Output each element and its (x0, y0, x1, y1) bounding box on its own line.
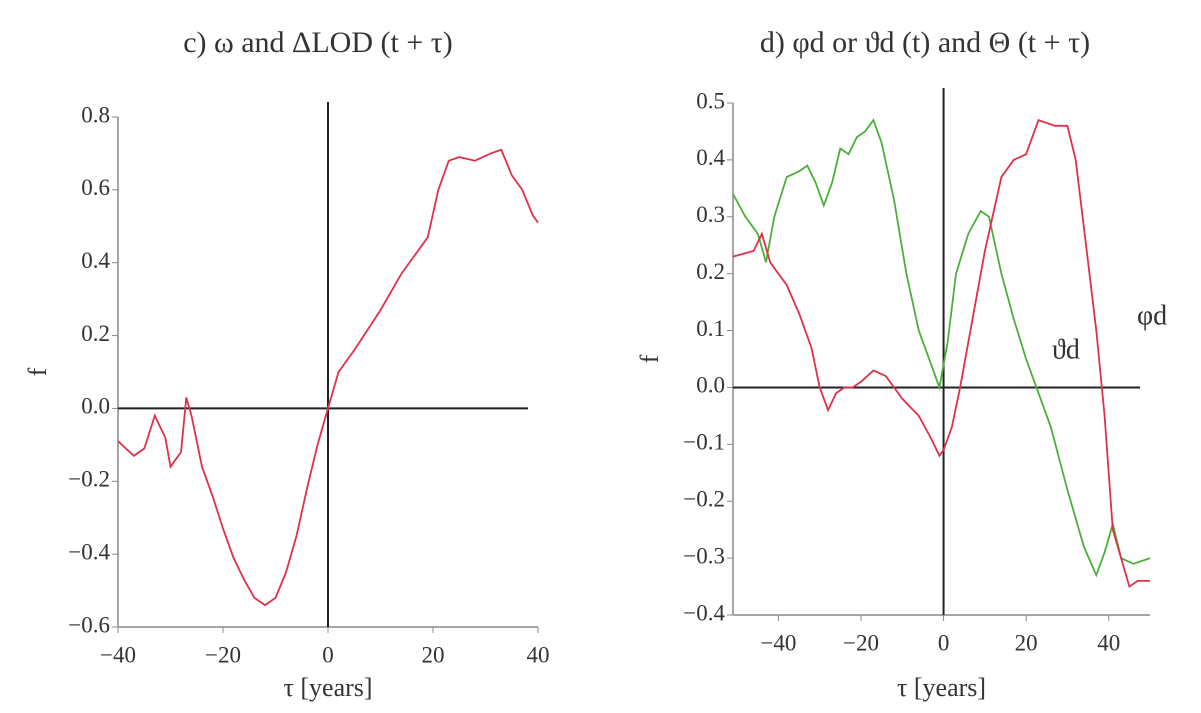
x-axis-label: τ [years] (897, 673, 986, 702)
y-tick-label: −0.1 (683, 430, 725, 455)
chart-title: c) ω and ΔLOD (t + τ) (183, 26, 453, 59)
x-tick-label: 0 (322, 642, 334, 667)
y-tick-label: 0.0 (81, 394, 110, 419)
y-tick-label: 0.5 (696, 88, 725, 113)
y-tick-label: −0.6 (68, 612, 110, 637)
x-tick-label: 20 (422, 642, 445, 667)
y-tick-label: 0.2 (696, 259, 725, 284)
x-tick-label: 20 (1015, 630, 1038, 655)
y-tick-label: 0.1 (696, 316, 725, 341)
x-tick-label: 40 (527, 642, 550, 667)
series-line (732, 118, 1151, 578)
x-tick-label: −40 (100, 642, 136, 667)
x-tick-label: 0 (938, 630, 950, 655)
y-tick-label: −0.4 (68, 539, 110, 564)
y-tick-label: −0.3 (683, 543, 725, 568)
series-line (117, 148, 539, 607)
series-label: φd (1137, 300, 1167, 331)
y-tick-label: −0.4 (683, 600, 725, 625)
x-axis-label: τ [years] (283, 673, 372, 702)
y-tick-label: 0.2 (81, 321, 110, 346)
y-tick-label: 0.4 (81, 248, 110, 273)
series-line (732, 118, 1150, 589)
y-tick-label: 0.6 (81, 175, 110, 200)
x-tick-label: −40 (760, 630, 796, 655)
chart-title: d) φd or ϑd (t) and Θ (t + τ) (760, 26, 1090, 59)
y-tick-label: 0.0 (696, 373, 725, 398)
y-tick-label: 0.4 (696, 145, 725, 170)
y-tick-label: −0.2 (683, 487, 725, 512)
series-label: ϑd (1052, 334, 1080, 365)
y-tick-label: 0.8 (81, 102, 110, 127)
x-tick-label: 40 (1097, 630, 1120, 655)
x-tick-label: −20 (843, 630, 879, 655)
y-axis-label: f (635, 354, 664, 363)
y-tick-label: 0.3 (696, 202, 725, 227)
y-axis-label: f (23, 367, 52, 376)
y-tick-label: −0.2 (68, 467, 110, 492)
x-tick-label: −20 (205, 642, 241, 667)
